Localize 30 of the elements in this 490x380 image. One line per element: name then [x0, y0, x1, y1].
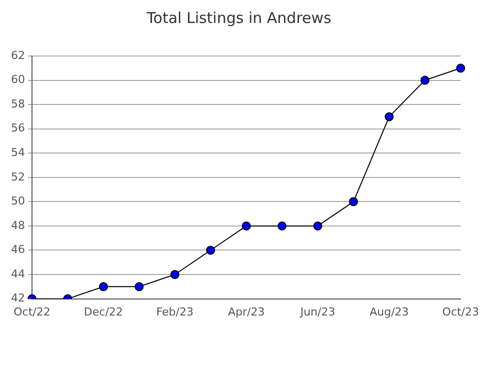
y-tick-label: 42	[10, 292, 25, 305]
x-tick-label: Feb/23	[156, 305, 194, 318]
y-tick-label: 54	[10, 146, 25, 159]
point	[98, 282, 108, 292]
point	[170, 270, 180, 280]
x-tick-label: Dec/22	[84, 305, 123, 318]
point	[420, 76, 430, 85]
point	[348, 197, 358, 206]
x-tick-label: Apr/23	[228, 305, 265, 318]
y-tick-label: 48	[10, 218, 25, 232]
point	[134, 282, 144, 292]
point	[456, 64, 466, 73]
point	[206, 246, 216, 255]
y-tick-label: 56	[10, 122, 25, 135]
point	[242, 221, 251, 230]
x-tick-label: Oct/23	[442, 305, 480, 318]
y-tick-label: 52	[10, 170, 25, 184]
point	[313, 221, 322, 230]
y-tick-label: 60	[10, 73, 25, 86]
x-tick-label: Aug/23	[370, 305, 409, 318]
y-tick-label: 44	[10, 267, 25, 280]
x-tick-label: Jun/23	[299, 305, 336, 318]
y-tick-label: 62	[10, 48, 25, 62]
y-tick-label: 50	[10, 194, 25, 208]
x-tick-label: Oct/22	[14, 305, 50, 318]
chart-title: Total Listings in Andrews	[146, 8, 332, 27]
y-tick-label: 58	[10, 97, 25, 110]
point	[384, 112, 394, 122]
y-tick-label: 46	[10, 243, 25, 256]
point	[278, 221, 287, 230]
